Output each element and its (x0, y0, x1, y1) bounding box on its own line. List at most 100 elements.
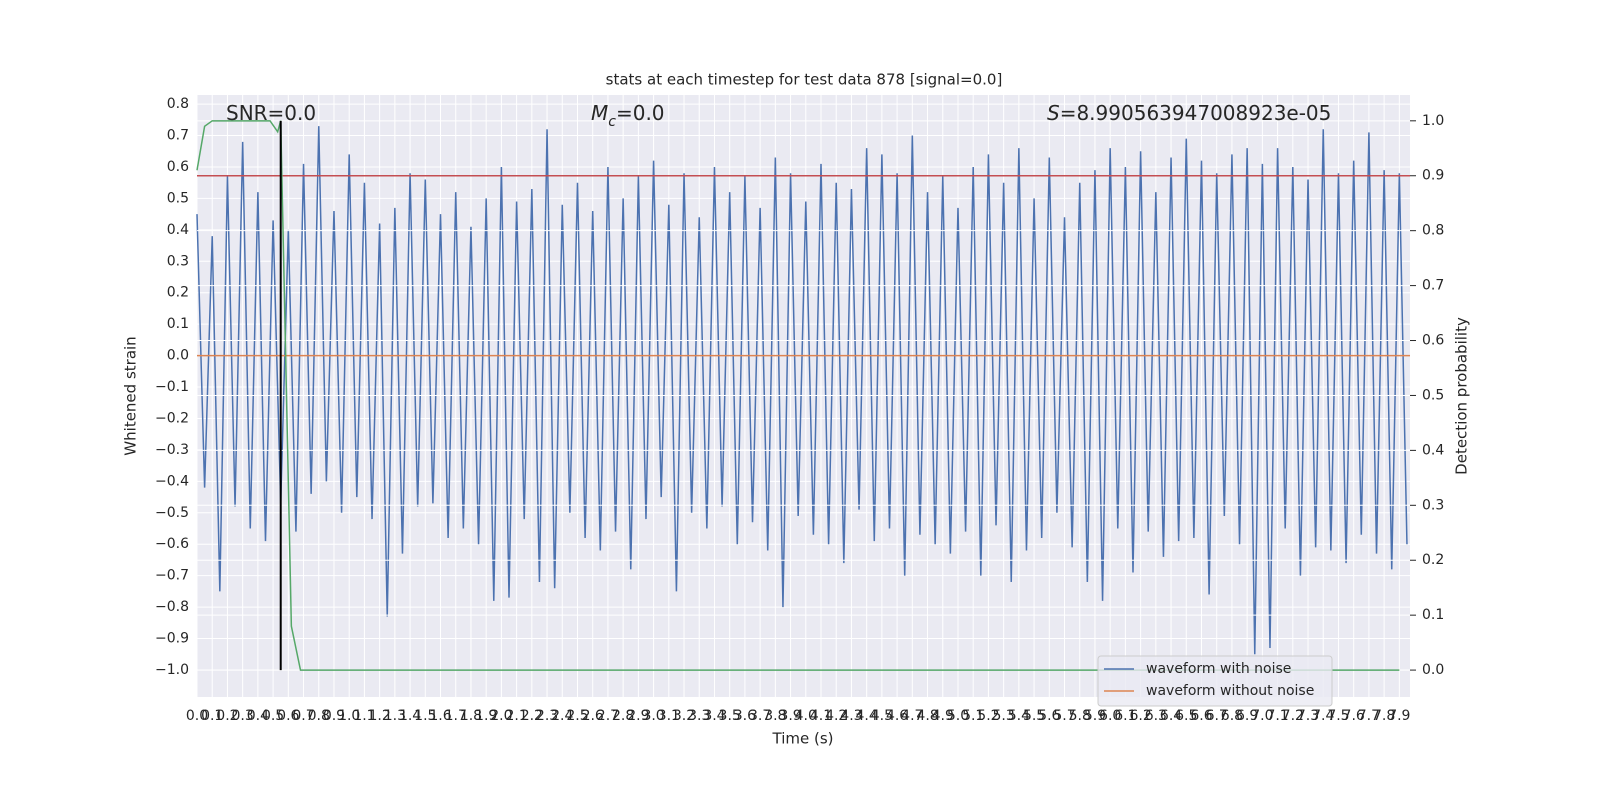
annotation: Mc=0.0 (591, 101, 665, 131)
annotation: SNR=0.0 (226, 101, 316, 125)
y2-tick-label: 0.9 (1422, 168, 1444, 184)
x-tick-label: 3.8 (764, 708, 786, 724)
x-tick-label: 3.0 (642, 708, 664, 724)
x-tick-label: 4.9 (932, 708, 954, 724)
x-tick-label: 6.9 (1236, 708, 1258, 724)
x-tick-label: 4.2 (825, 708, 847, 724)
x-tick-label: 4.3 (840, 708, 862, 724)
x-tick-label: 6.0 (1099, 708, 1121, 724)
y-tick-label: −1.0 (155, 662, 189, 678)
x-tick-label: 5.0 (947, 708, 969, 724)
x-tick-label: 1.5 (414, 708, 436, 724)
y-tick-label: 0.1 (167, 316, 189, 332)
x-tick-label: 7.6 (1343, 708, 1365, 724)
x-tick-label: 3.7 (749, 708, 771, 724)
x-tick-label: 2.7 (597, 708, 619, 724)
x-tick-label: 7.8 (1373, 708, 1395, 724)
y-tick-label: −0.7 (155, 568, 189, 584)
y2-tick-label: 0.1 (1422, 607, 1444, 623)
legend-box (1097, 655, 1333, 707)
x-tick-label: 4.4 (856, 708, 878, 724)
x-tick-label: 2.4 (551, 708, 573, 724)
x-tick-label: 6.6 (1190, 708, 1212, 724)
x-tick-label: 1.4 (399, 708, 421, 724)
x-tick-label: 2.0 (490, 708, 512, 724)
y2-tick-label: 0.7 (1422, 278, 1444, 294)
x-tick-label: 2.6 (582, 708, 604, 724)
annotation: S=8.990563947008923e-05 (1047, 101, 1331, 125)
chart-title: stats at each timestep for test data 878… (606, 71, 1003, 89)
x-tick-label: 4.8 (916, 708, 938, 724)
series-line (196, 126, 1408, 655)
x-tick-label: 5.7 (1053, 708, 1075, 724)
x-tick-label: 5.1 (962, 708, 984, 724)
y2-tick-label: 0.0 (1422, 662, 1444, 678)
y-tick-label: −0.1 (155, 379, 189, 395)
x-tick-label: 7.2 (1282, 708, 1304, 724)
y-tick-label: −0.6 (155, 536, 189, 552)
x-tick-label: 3.5 (719, 708, 741, 724)
x-tick-label: 5.9 (1084, 708, 1106, 724)
x-tick-label: 6.8 (1221, 708, 1243, 724)
x-tick-label: 1.0 (338, 708, 360, 724)
x-tick-label: 6.5 (1175, 708, 1197, 724)
annotation-part: S (1047, 101, 1060, 125)
x-tick-label: 2.8 (612, 708, 634, 724)
x-tick-label: 0.0 (186, 708, 208, 724)
y-tick-label: −0.4 (155, 473, 189, 489)
x-tick-label: 2.3 (536, 708, 558, 724)
x-tick-label: 2.9 (627, 708, 649, 724)
x-axis-label: Time (s) (772, 730, 834, 748)
x-tick-label: 5.4 (1008, 708, 1030, 724)
x-tick-label: 4.6 (886, 708, 908, 724)
x-tick-label: 7.5 (1327, 708, 1349, 724)
y-tick-label: 0.5 (167, 190, 189, 206)
x-tick-label: 7.3 (1297, 708, 1319, 724)
x-tick-label: 3.6 (734, 708, 756, 724)
y-tick-label: 0.8 (167, 96, 189, 112)
annotation-part: c (608, 114, 616, 130)
x-tick-label: 7.0 (1251, 708, 1273, 724)
series-line (196, 120, 1400, 671)
x-tick-label: 2.5 (566, 708, 588, 724)
y2-tick-label: 0.2 (1422, 552, 1444, 568)
x-tick-label: 7.4 (1312, 708, 1334, 724)
x-tick-label: 4.0 (795, 708, 817, 724)
y2-tick-label: 0.3 (1422, 497, 1444, 513)
annotation-part: M (591, 101, 608, 125)
x-tick-label: 6.2 (1129, 708, 1151, 724)
annotation-part: =0.0 (616, 101, 665, 125)
y-tick-label: 0.0 (167, 348, 189, 364)
x-tick-label: 5.8 (1069, 708, 1091, 724)
x-tick-label: 0.1 (201, 708, 223, 724)
x-tick-label: 6.1 (1114, 708, 1136, 724)
x-tick-label: 3.1 (658, 708, 680, 724)
y-tick-label: −0.9 (155, 631, 189, 647)
x-tick-label: 6.7 (1206, 708, 1228, 724)
x-tick-label: 5.6 (1038, 708, 1060, 724)
y-tick-label: −0.2 (155, 410, 189, 426)
x-tick-label: 0.8 (308, 708, 330, 724)
y2-tick-label: 1.0 (1422, 113, 1444, 129)
y2-tick-label: 0.8 (1422, 223, 1444, 239)
x-tick-label: 7.7 (1358, 708, 1380, 724)
annotation-part: SNR=0.0 (226, 101, 316, 125)
x-tick-label: 1.2 (369, 708, 391, 724)
x-tick-label: 0.7 (292, 708, 314, 724)
y-tick-label: 0.7 (167, 128, 189, 144)
x-tick-label: 0.3 (232, 708, 254, 724)
y-tick-label: −0.3 (155, 442, 189, 458)
x-tick-label: 1.6 (429, 708, 451, 724)
x-tick-label: 5.3 (993, 708, 1015, 724)
x-tick-label: 0.9 (323, 708, 345, 724)
x-tick-label: 6.4 (1160, 708, 1182, 724)
x-tick-label: 1.3 (384, 708, 406, 724)
y2-tick-label: 0.6 (1422, 333, 1444, 349)
x-tick-label: 1.7 (445, 708, 467, 724)
y-tick-label: 0.6 (167, 159, 189, 175)
x-tick-label: 1.1 (353, 708, 375, 724)
y-tick-label: 0.4 (167, 222, 189, 238)
x-tick-label: 4.1 (810, 708, 832, 724)
legend-label: waveform without noise (1146, 683, 1314, 699)
